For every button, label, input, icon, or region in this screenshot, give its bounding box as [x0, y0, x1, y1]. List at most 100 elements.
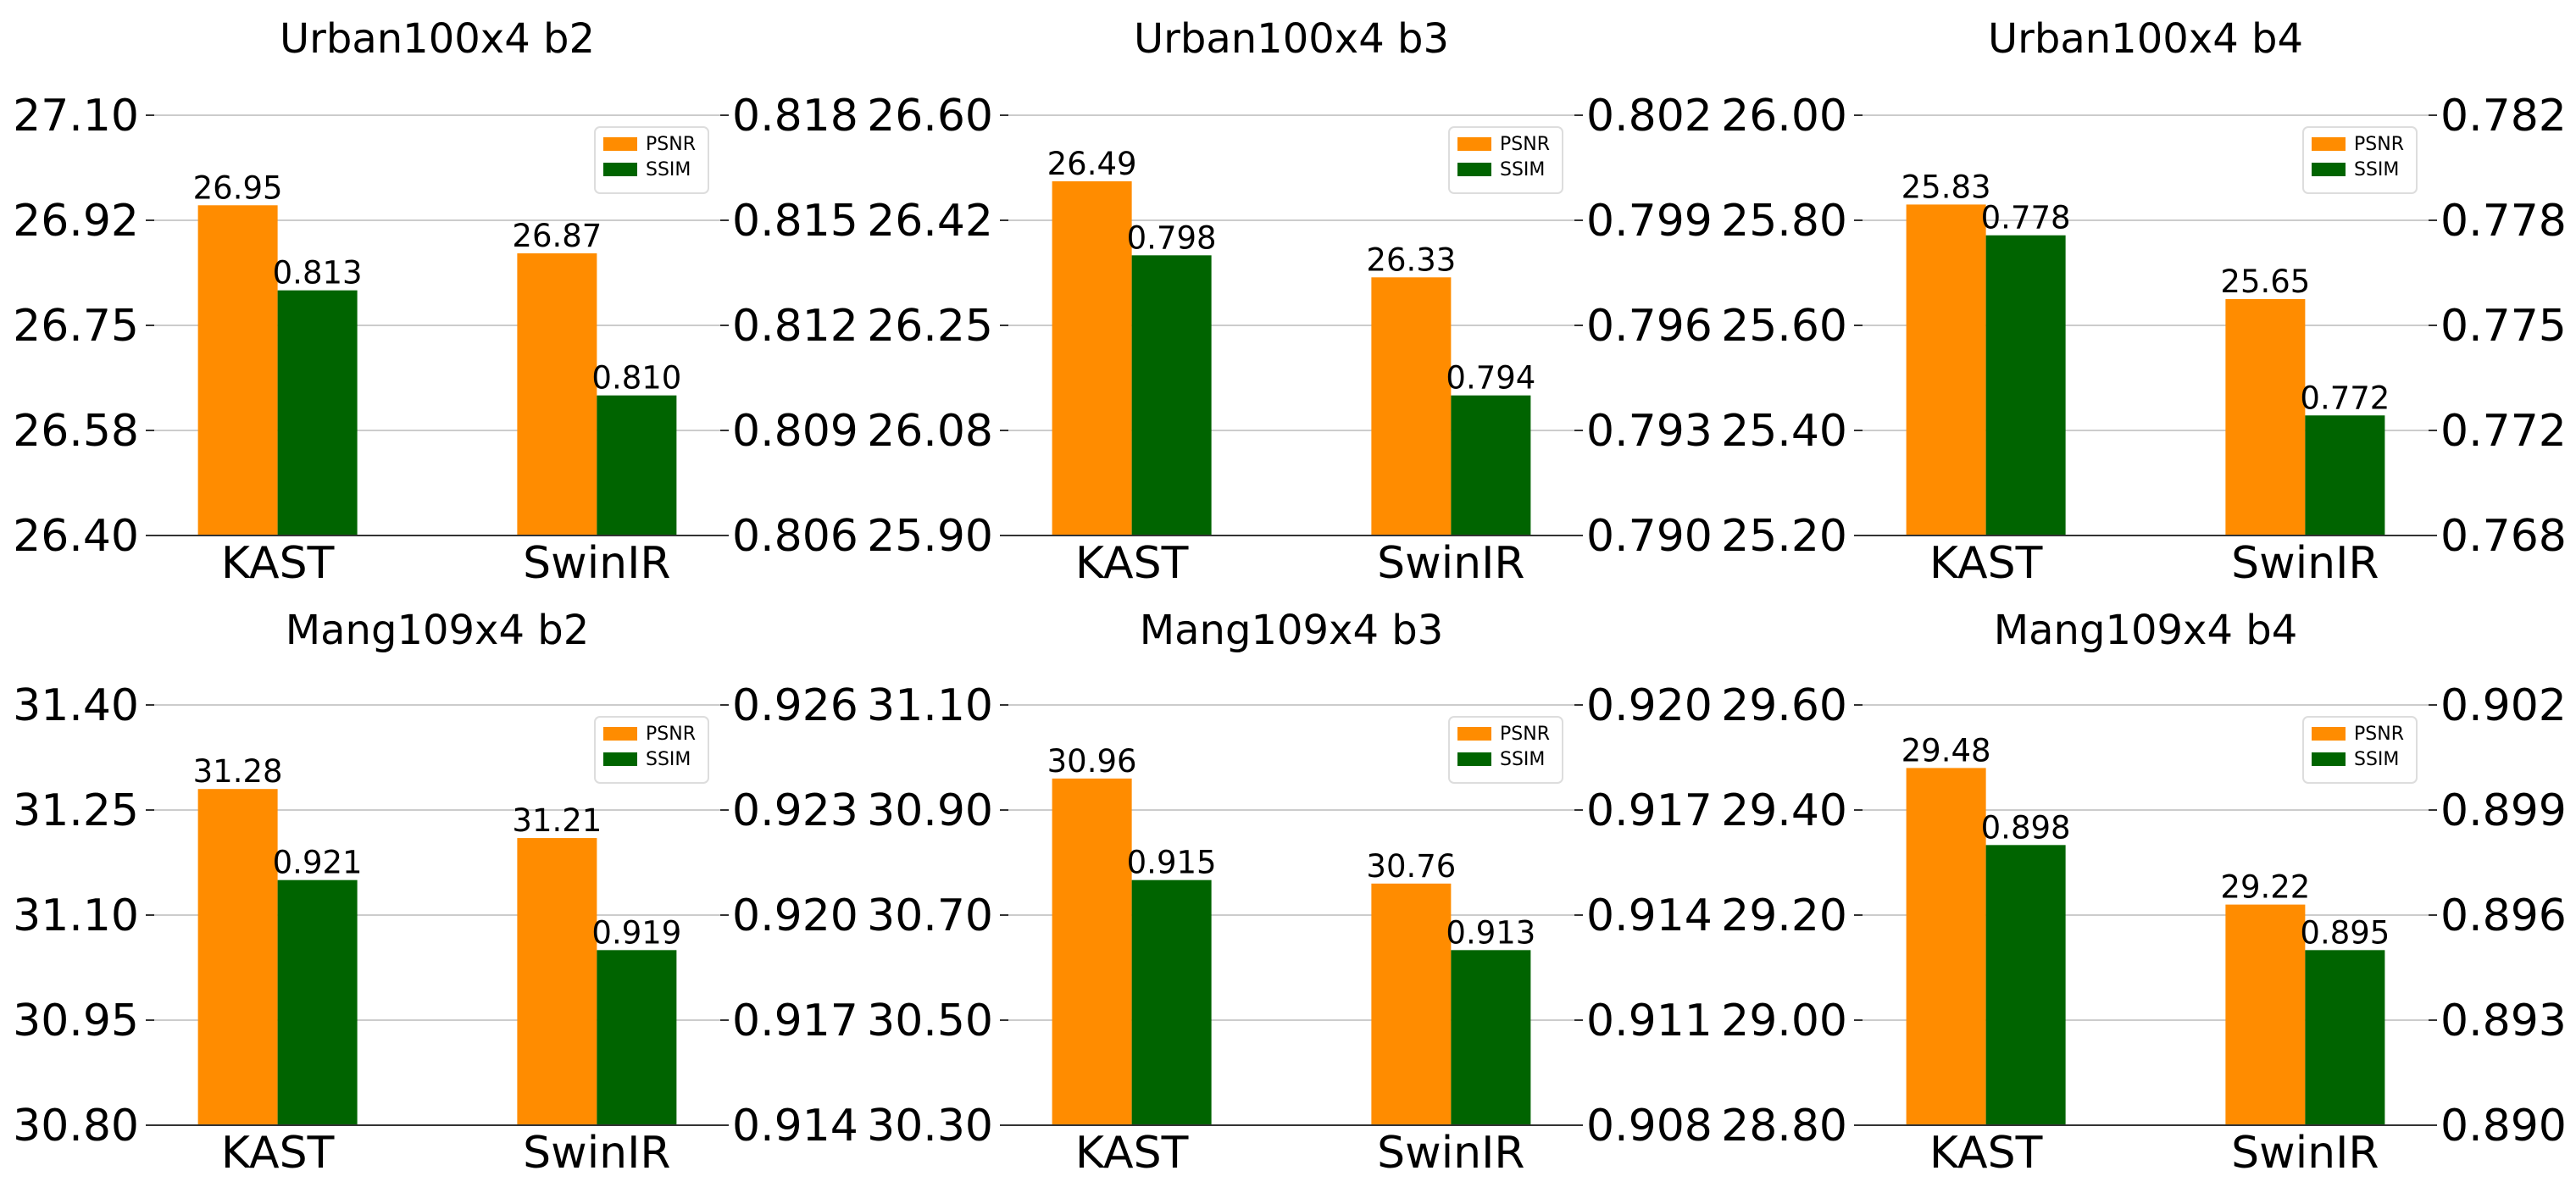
left-tick-label: 26.58 — [13, 406, 139, 457]
left-tick-label: 26.40 — [13, 511, 139, 562]
right-tick-label: 0.815 — [732, 196, 858, 247]
legend-label: PSNR — [646, 724, 696, 745]
right-tick-label: 0.908 — [1586, 1101, 1713, 1151]
left-tick-label: 25.40 — [1721, 406, 1847, 457]
legend-label: SSIM — [2354, 749, 2399, 770]
legend: PSNR SSIM — [2302, 126, 2418, 194]
legend-label: PSNR — [2354, 134, 2404, 155]
psnr-value-label: 30.76 — [1366, 848, 1456, 885]
category-label: SwinIR — [2231, 538, 2379, 589]
psnr-value-label: 25.83 — [1901, 169, 1991, 205]
legend-label: SSIM — [2354, 159, 2399, 180]
legend: PSNR SSIM — [594, 716, 709, 784]
ssim-bar — [1985, 845, 2066, 1125]
left-tick-label: 30.80 — [13, 1101, 139, 1151]
left-tick-label: 28.80 — [1721, 1101, 1847, 1151]
psnr-bar — [1906, 768, 1986, 1125]
ssim-value-label: 0.915 — [1127, 845, 1217, 881]
legend-swatch-ssim — [1457, 163, 1491, 176]
psnr-value-label: 26.87 — [512, 218, 602, 254]
psnr-bar — [197, 205, 278, 536]
left-tick-label: 26.75 — [13, 301, 139, 352]
category-label: KAST — [1929, 1128, 2043, 1179]
left-tick-label: 26.25 — [867, 301, 993, 352]
ssim-bar — [277, 290, 358, 535]
category-label: SwinIR — [523, 1128, 670, 1179]
right-tick-label: 0.782 — [2440, 91, 2567, 141]
psnr-bar — [517, 838, 597, 1125]
chart-title: Mang109x4 b3 — [1140, 607, 1444, 654]
right-tick-label: 0.793 — [1586, 406, 1713, 457]
legend-label: SSIM — [1500, 159, 1545, 180]
right-tick-label: 0.893 — [2440, 996, 2567, 1046]
chart-panel-1: Urban100x4 b2 26.40 26.58 26.75 26.92 27.10 0.… — [13, 15, 858, 589]
right-tick-label: 0.806 — [732, 511, 858, 562]
psnr-bar — [1052, 180, 1132, 535]
category-label: KAST — [1075, 538, 1189, 589]
ssim-value-label: 0.813 — [273, 255, 363, 291]
legend: PSNR SSIM — [594, 126, 709, 194]
category-label: SwinIR — [2231, 1128, 2379, 1179]
left-tick-label: 30.90 — [867, 785, 993, 836]
left-tick-label: 31.25 — [13, 785, 139, 836]
right-tick-label: 0.799 — [1586, 196, 1713, 247]
legend-label: SSIM — [646, 749, 691, 770]
legend-swatch-psnr — [603, 727, 637, 741]
left-tick-label: 31.10 — [13, 891, 139, 941]
left-tick-label: 26.92 — [13, 196, 139, 247]
legend-swatch-ssim — [2312, 163, 2346, 176]
psnr-value-label: 25.65 — [2220, 264, 2310, 300]
legend: PSNR SSIM — [1448, 126, 1563, 194]
right-tick-label: 0.926 — [732, 680, 858, 731]
right-tick-label: 0.917 — [1586, 785, 1713, 836]
left-tick-label: 30.95 — [13, 996, 139, 1046]
psnr-bar — [1906, 204, 1986, 535]
legend-swatch-ssim — [603, 752, 637, 766]
category-label: KAST — [1929, 538, 2043, 589]
psnr-value-label: 29.22 — [2220, 869, 2310, 906]
left-tick-label: 31.40 — [13, 680, 139, 731]
legend-swatch-psnr — [1457, 727, 1491, 741]
ssim-bar — [2305, 950, 2385, 1125]
ssim-bar — [1131, 879, 1212, 1125]
left-tick-label: 25.90 — [867, 511, 993, 562]
legend-swatch-psnr — [1457, 137, 1491, 151]
legend-swatch-psnr — [2312, 727, 2346, 741]
psnr-value-label: 31.21 — [512, 802, 602, 839]
legend: PSNR SSIM — [1448, 716, 1563, 784]
right-tick-label: 0.902 — [2440, 680, 2567, 731]
ssim-bar — [597, 950, 677, 1125]
psnr-value-label: 29.48 — [1901, 732, 1991, 769]
psnr-bar — [1371, 883, 1452, 1125]
left-tick-label: 29.00 — [1721, 996, 1847, 1046]
right-tick-label: 0.923 — [732, 785, 858, 836]
legend-swatch-ssim — [2312, 752, 2346, 766]
right-tick-label: 0.812 — [732, 301, 858, 352]
left-tick-label: 29.60 — [1721, 680, 1847, 731]
left-tick-label: 26.08 — [867, 406, 993, 457]
ssim-value-label: 0.772 — [2300, 380, 2390, 416]
psnr-value-label: 26.33 — [1366, 241, 1456, 278]
right-tick-label: 0.914 — [1586, 891, 1713, 941]
category-label: SwinIR — [1377, 1128, 1524, 1179]
category-label: KAST — [221, 538, 335, 589]
psnr-bar — [1371, 277, 1452, 535]
left-tick-label: 25.20 — [1721, 511, 1847, 562]
right-tick-label: 0.772 — [2440, 406, 2567, 457]
right-tick-label: 0.911 — [1586, 996, 1713, 1046]
legend: PSNR SSIM — [2302, 716, 2418, 784]
legend-label: PSNR — [2354, 724, 2404, 745]
chart-title: Urban100x4 b4 — [1988, 15, 2303, 63]
legend-swatch-ssim — [1457, 752, 1491, 766]
chart-title: Urban100x4 b2 — [280, 15, 595, 63]
right-tick-label: 0.796 — [1586, 301, 1713, 352]
left-tick-label: 26.00 — [1721, 91, 1847, 141]
psnr-value-label: 26.95 — [193, 169, 283, 206]
legend-swatch-psnr — [2312, 137, 2346, 151]
psnr-value-label: 30.96 — [1047, 743, 1137, 780]
right-tick-label: 0.768 — [2440, 511, 2567, 562]
category-label: KAST — [1075, 1128, 1189, 1179]
category-label: SwinIR — [523, 538, 670, 589]
chart-panel-6: Mang109x4 b4 28.80 29.00 29.20 29.40 29.60 0.8… — [1721, 607, 2567, 1179]
